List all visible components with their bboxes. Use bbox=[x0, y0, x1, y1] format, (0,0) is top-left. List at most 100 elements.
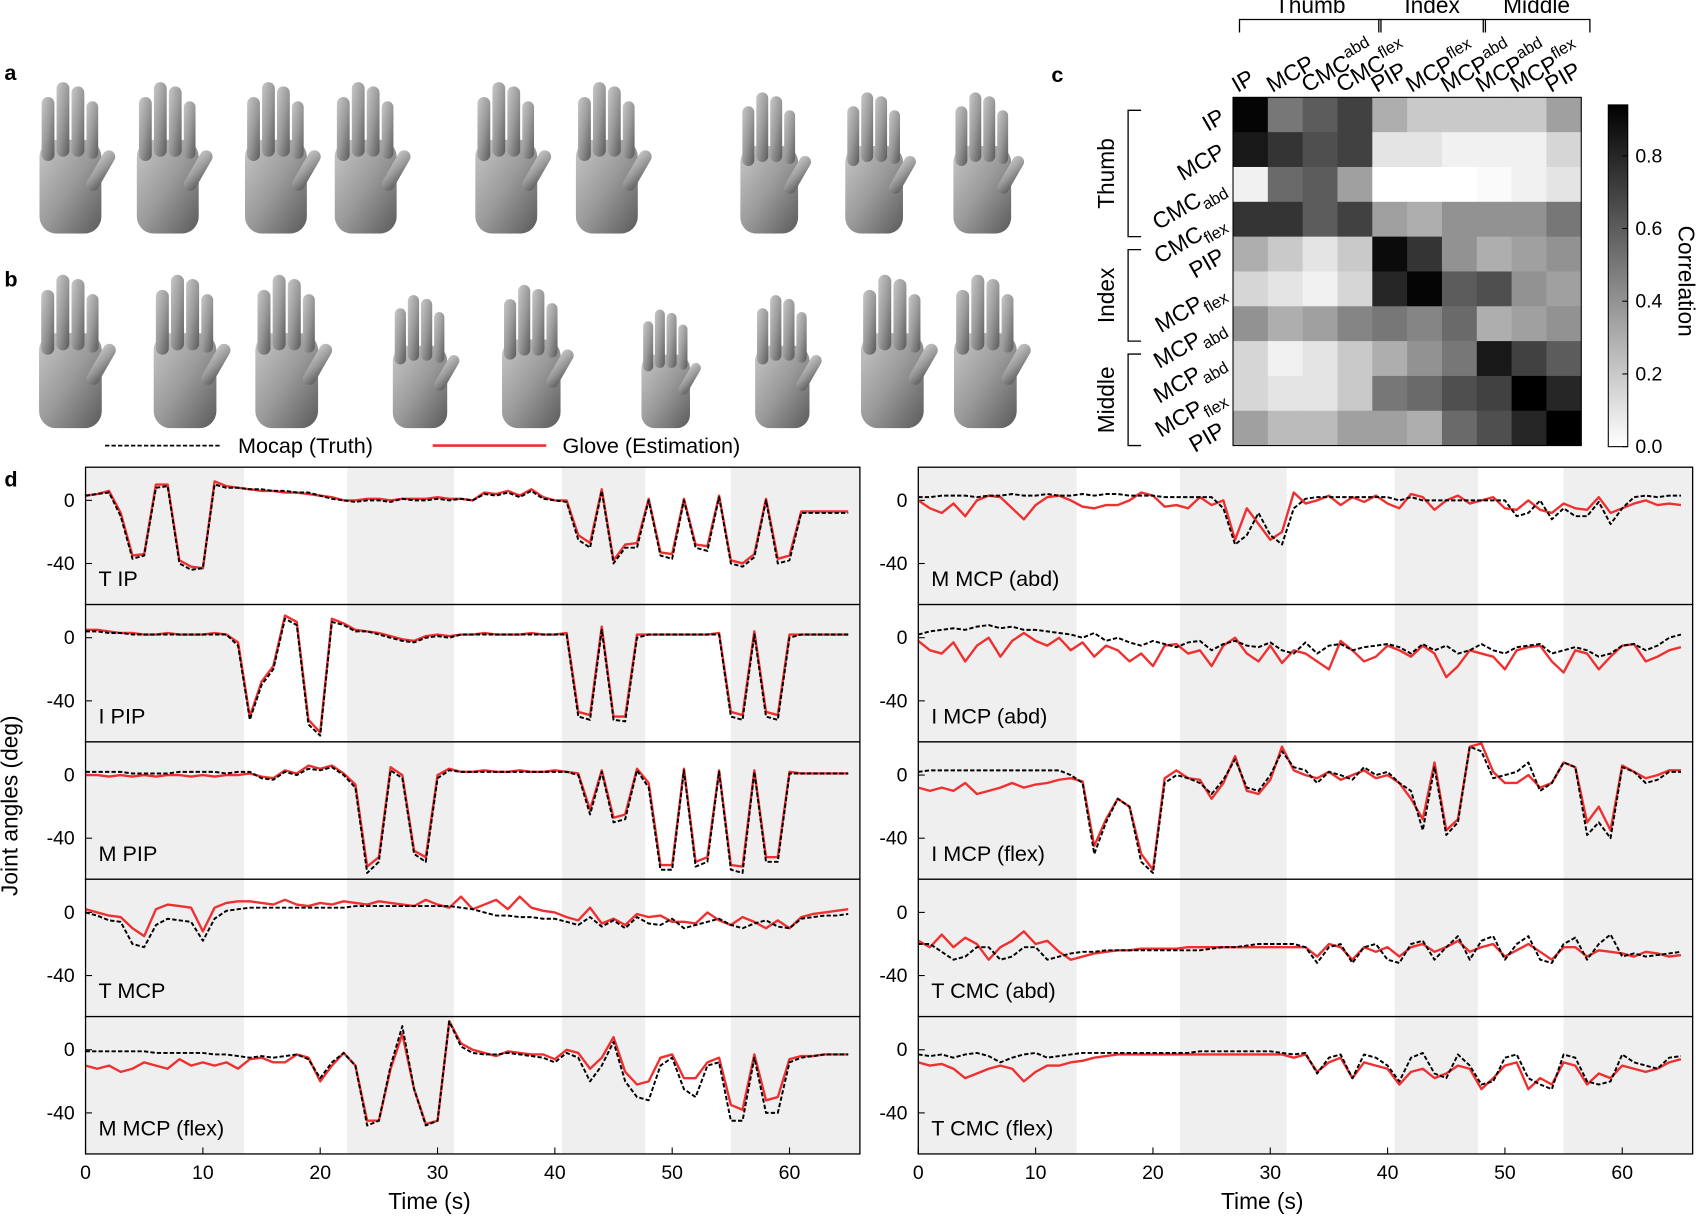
heatmap-cell bbox=[1511, 97, 1547, 133]
heatmap-cell bbox=[1441, 132, 1478, 168]
heatmap-cell bbox=[1407, 375, 1443, 412]
heatmap-cell bbox=[1441, 341, 1478, 377]
row-group-label: Middle bbox=[1093, 366, 1119, 433]
column-group-label: Index bbox=[1404, 0, 1460, 18]
x-tick-label: 20 bbox=[309, 1162, 331, 1184]
shaded-band bbox=[1394, 604, 1478, 742]
shaded-band bbox=[1179, 604, 1287, 742]
heatmap-cell bbox=[1407, 97, 1443, 133]
shaded-band bbox=[85, 604, 244, 742]
heatmap-cell bbox=[1407, 306, 1443, 342]
shaded-band bbox=[561, 879, 646, 1017]
hand-photo bbox=[575, 82, 655, 234]
shaded-band bbox=[561, 741, 646, 880]
shaded-band bbox=[347, 467, 454, 605]
group-bracket bbox=[1127, 353, 1142, 447]
heatmap-cell bbox=[1302, 236, 1338, 272]
heatmap-cell bbox=[1372, 166, 1408, 203]
heatmap-cell bbox=[1233, 271, 1269, 307]
x-tick-label: 50 bbox=[1494, 1162, 1516, 1184]
y-axis-label: Joint angles (deg) bbox=[0, 715, 22, 895]
panel-label: c bbox=[1051, 62, 1063, 87]
heatmap-cell bbox=[1267, 132, 1304, 168]
heatmap-cell bbox=[1302, 410, 1338, 447]
group-bracket bbox=[1238, 18, 1382, 33]
heatmap-cell bbox=[1407, 132, 1443, 168]
heatmap-cell bbox=[1476, 306, 1513, 342]
heatmap-cell bbox=[1337, 97, 1373, 133]
shaded-band bbox=[561, 467, 646, 605]
heatmap-cell bbox=[1511, 410, 1547, 447]
panel-name: T MCP bbox=[99, 978, 166, 1003]
heatmap-frame bbox=[1232, 96, 1582, 447]
x-tick-label: 60 bbox=[1611, 1162, 1633, 1184]
heatmap-cell bbox=[1337, 132, 1373, 168]
shaded-band bbox=[730, 1016, 860, 1154]
heatmap-cell bbox=[1337, 166, 1373, 203]
heatmap-cell bbox=[1233, 236, 1269, 272]
heatmap-cell bbox=[1267, 201, 1304, 238]
y-tick-label: -40 bbox=[879, 553, 907, 575]
panel-name: T CMC (abd) bbox=[931, 978, 1055, 1003]
heatmap-cell bbox=[1372, 410, 1408, 447]
x-axis-label: Time (s) bbox=[1221, 1188, 1303, 1214]
y-tick-label: 0 bbox=[64, 765, 75, 787]
shaded-band bbox=[1394, 467, 1478, 605]
legend-label: Mocap (Truth) bbox=[238, 433, 373, 458]
heatmap-cell bbox=[1302, 132, 1338, 168]
shaded-band bbox=[730, 741, 860, 880]
hand-photo bbox=[845, 92, 919, 234]
y-tick-label: -40 bbox=[879, 1102, 907, 1124]
heatmap-cell bbox=[1407, 341, 1443, 377]
heatmap-cell bbox=[1372, 236, 1408, 272]
hand-photo bbox=[392, 295, 462, 429]
y-tick-label: -40 bbox=[879, 828, 907, 850]
mocap-line bbox=[918, 493, 1681, 546]
panel-frame bbox=[84, 1015, 861, 1155]
y-tick-label: -40 bbox=[47, 965, 75, 987]
x-tick-label: 40 bbox=[544, 1162, 566, 1184]
y-tick-label: 0 bbox=[897, 627, 908, 649]
y-tick-label: 0 bbox=[64, 902, 75, 924]
hand-photo bbox=[334, 82, 413, 234]
heatmap-cell bbox=[1511, 236, 1547, 272]
heatmap-cell bbox=[1337, 271, 1373, 307]
x-tick-label: 60 bbox=[779, 1162, 801, 1184]
shaded-band bbox=[85, 467, 244, 605]
heatmap-cell bbox=[1233, 306, 1269, 342]
shaded-band bbox=[1563, 604, 1693, 742]
heatmap-cell bbox=[1372, 201, 1408, 238]
hand-photo bbox=[39, 82, 118, 234]
heatmap-cell bbox=[1476, 132, 1513, 168]
heatmap-cell bbox=[1511, 166, 1547, 203]
heatmap-cell bbox=[1302, 201, 1338, 238]
heatmap-cell bbox=[1302, 375, 1338, 412]
heatmap-cell bbox=[1546, 271, 1582, 307]
y-tick-label: 0 bbox=[897, 765, 908, 787]
y-tick-label: -40 bbox=[47, 690, 75, 712]
shaded-band bbox=[561, 604, 646, 742]
row-group-label: Thumb bbox=[1093, 138, 1119, 209]
heatmap-cell bbox=[1372, 271, 1408, 307]
hand-photo bbox=[755, 295, 824, 429]
heatmap-cell bbox=[1407, 410, 1443, 447]
heatmap-cell bbox=[1546, 375, 1582, 412]
panel-label: a bbox=[4, 60, 17, 85]
panel-name: I MCP (abd) bbox=[931, 704, 1047, 729]
heatmap-cell bbox=[1476, 236, 1513, 272]
glove-line bbox=[917, 742, 1681, 871]
panel-label: b bbox=[4, 267, 17, 292]
heatmap-cell bbox=[1372, 132, 1408, 168]
heatmap-cell bbox=[1441, 236, 1478, 272]
x-tick-label: 40 bbox=[1377, 1162, 1399, 1184]
shaded-band bbox=[918, 1016, 1077, 1154]
heatmap-cell bbox=[1302, 166, 1338, 203]
heatmap-cell bbox=[1337, 236, 1373, 272]
heatmap-cell bbox=[1476, 341, 1513, 377]
hand-photo bbox=[501, 284, 576, 429]
shaded-band bbox=[730, 879, 860, 1017]
heatmap-cell bbox=[1476, 166, 1513, 203]
glove-line bbox=[85, 895, 849, 938]
shaded-band bbox=[1563, 1016, 1693, 1154]
